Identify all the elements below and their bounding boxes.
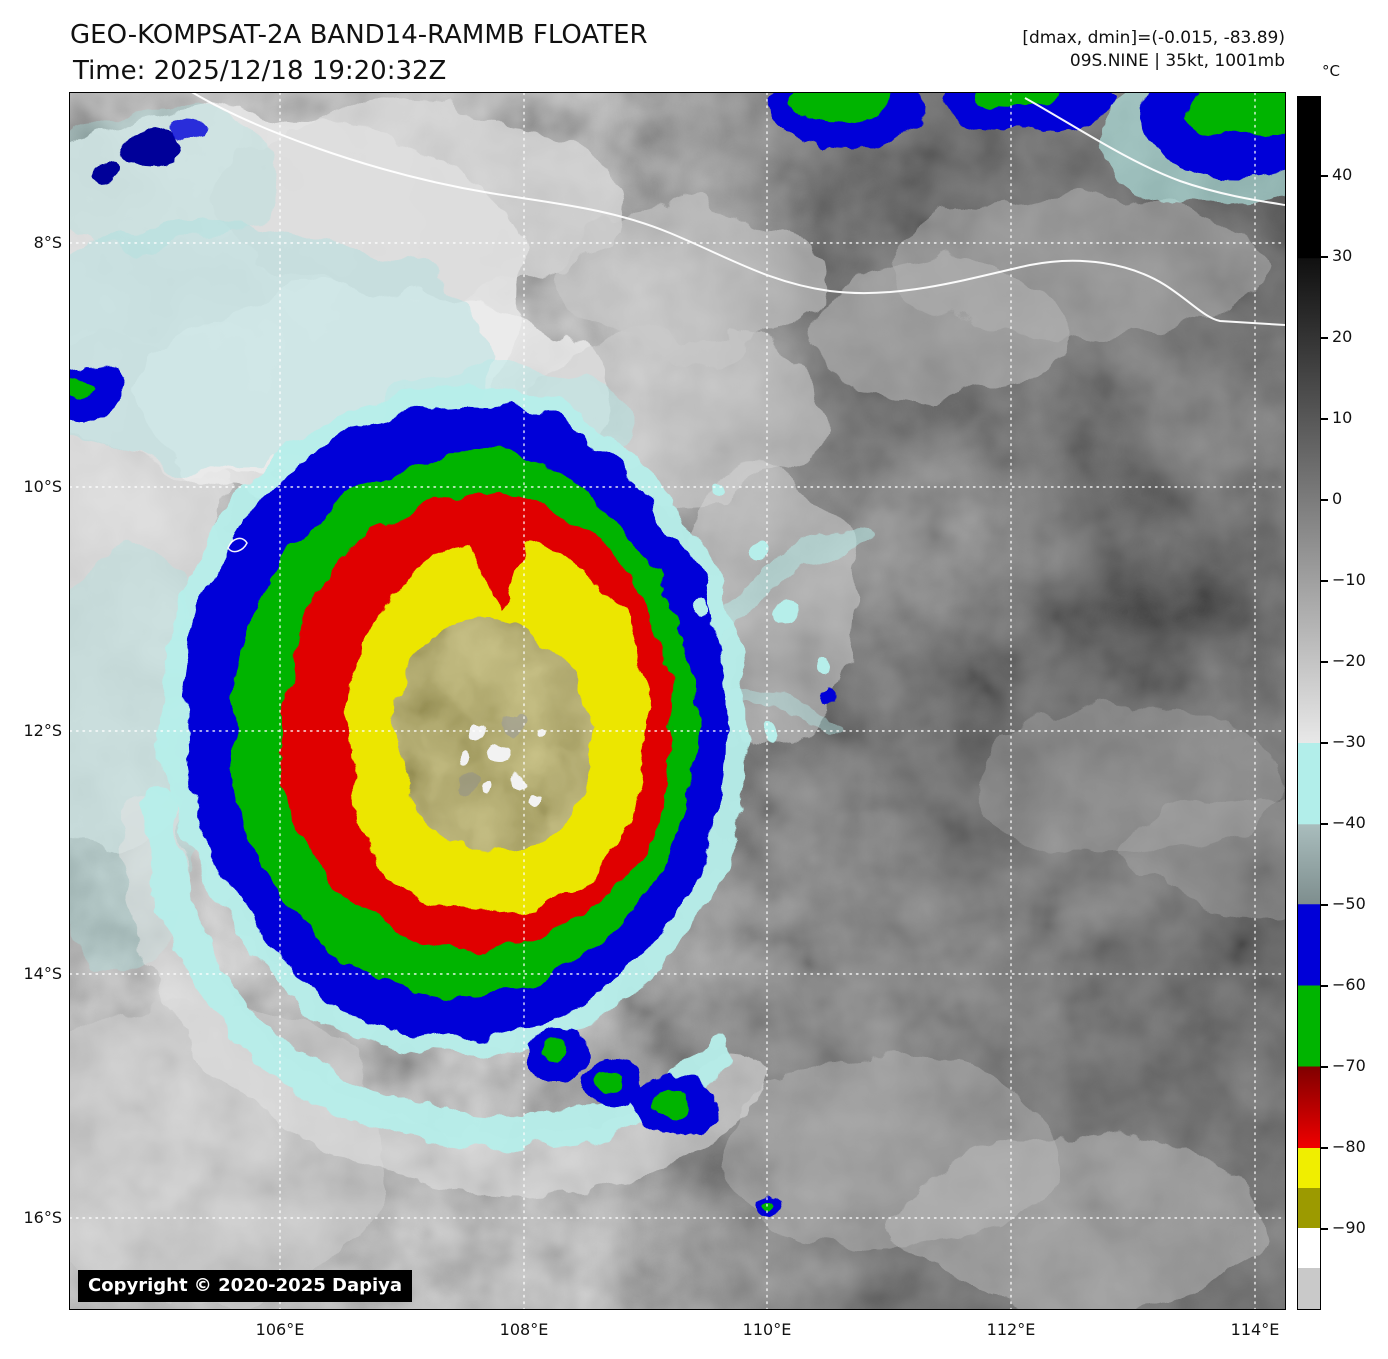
red-notch-wedge — [468, 538, 522, 613]
figure-title: GEO-KOMPSAT-2A BAND14-RAMMB FLOATER — [70, 20, 648, 50]
colorbar-tickmark — [1321, 337, 1328, 339]
lon-label-108e: 108°E — [499, 1320, 549, 1339]
lat-label-16s: 16°S — [23, 1208, 62, 1227]
colorbar-tickmark — [1321, 580, 1328, 582]
colorbar-tick-m90: −90 — [1332, 1218, 1366, 1237]
colorbar-tickmark — [1321, 823, 1328, 825]
lon-label-106e: 106°E — [255, 1320, 305, 1339]
colorbar-tickmark — [1321, 499, 1328, 501]
white-specks — [456, 711, 545, 803]
colorbar-tick-m70: −70 — [1332, 1056, 1366, 1075]
colorbar-tick-30: 30 — [1332, 246, 1353, 265]
colorbar-tickmark — [1321, 1228, 1328, 1230]
colorbar-tick-0: 0 — [1332, 489, 1343, 508]
colorbar-unit-label: °C — [1322, 62, 1340, 80]
colorbar-tick-m60: −60 — [1332, 975, 1366, 994]
colorbar-tickmark — [1321, 418, 1328, 420]
lat-label-12s: 12°S — [23, 721, 62, 740]
colorbar-tick-10: 10 — [1332, 408, 1353, 427]
colorbar-tickmark — [1321, 904, 1328, 906]
dmax-dmin-label: [dmax, dmin]=(-0.015, -83.89) — [1022, 28, 1285, 48]
cyan-wisp-ne — [700, 521, 870, 648]
small-island-outline — [227, 537, 248, 553]
satellite-map: Copyright © 2020-2025 Dapiya — [70, 93, 1285, 1310]
cyan-wisp-e — [718, 692, 837, 730]
colorbar-tick-20: 20 — [1332, 327, 1353, 346]
lat-label-14s: 14°S — [23, 964, 62, 983]
colorbar-tickmark — [1321, 256, 1328, 258]
colorbar-tick-40: 40 — [1332, 165, 1353, 184]
lon-label-110e: 110°E — [742, 1320, 792, 1339]
cyclone-cold-interior — [392, 620, 591, 852]
lat-label-10s: 10°S — [23, 477, 62, 496]
colorbar-tickmark — [1321, 661, 1328, 663]
colorbar-tickmark — [1321, 985, 1328, 987]
colorbar-tickmark — [1321, 175, 1328, 177]
coastline — [191, 93, 1285, 553]
colorbar-tick-m30: −30 — [1332, 732, 1366, 751]
convective-cells — [70, 93, 1285, 1216]
colorbar-tickmark — [1321, 742, 1328, 744]
storm-info-label: 09S.NINE | 35kt, 1001mb — [1069, 51, 1285, 71]
graticule — [70, 93, 1285, 1310]
colorbar-tick-m20: −20 — [1332, 651, 1366, 670]
colorbar-tick-m10: −10 — [1332, 570, 1366, 589]
colorbar-tickmark — [1321, 1066, 1328, 1068]
lat-label-8s: 8°S — [33, 233, 62, 252]
lon-label-114e: 114°E — [1230, 1320, 1280, 1339]
lon-label-112e: 112°E — [986, 1320, 1036, 1339]
colorbar — [1297, 96, 1321, 1310]
colorbar-tick-m40: −40 — [1332, 813, 1366, 832]
figure-time: Time: 2025/12/18 19:20:32Z — [73, 56, 447, 86]
colorbar-tickmark — [1321, 1147, 1328, 1149]
satellite-image — [70, 93, 1285, 1310]
colorbar-tick-m50: −50 — [1332, 894, 1366, 913]
copyright-badge: Copyright © 2020-2025 Dapiya — [78, 1270, 413, 1302]
colorbar-gradient — [1298, 97, 1320, 1309]
colorbar-tick-m80: −80 — [1332, 1137, 1366, 1156]
